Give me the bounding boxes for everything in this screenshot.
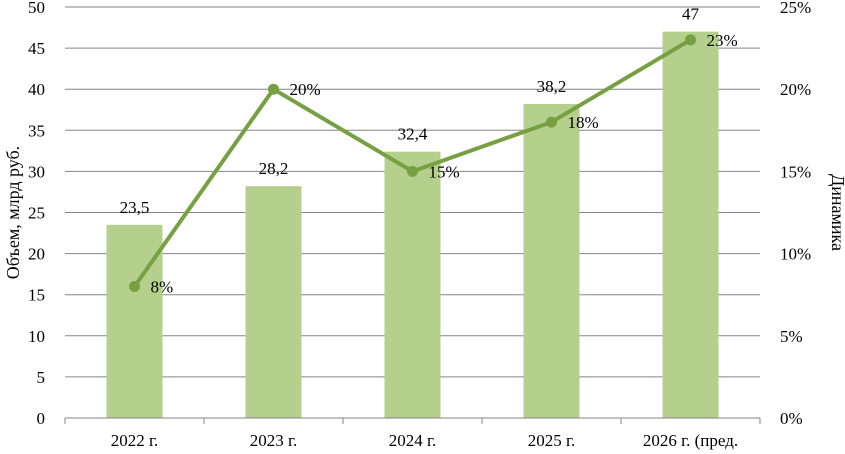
bar (245, 186, 302, 418)
x-tick-label: 2024 г. (389, 431, 437, 450)
y2-tick-label: 10% (780, 245, 811, 264)
tick-labels: 0 5 10 15 20 25 30 35 40 45 50 0% 5% 10% 15% 20% 25% 2022… (28, 0, 811, 450)
x-tick-label: 2023 г. (250, 431, 298, 450)
y-tick-label: 40 (28, 80, 45, 99)
y2-tick-label: 20% (780, 80, 811, 99)
line-point (685, 34, 696, 46)
y-tick-label: 0 (37, 409, 46, 428)
x-tick-label: 2026 г. (пред. (643, 431, 738, 450)
line-series (129, 34, 696, 292)
data-labels: 23,5 28,2 32,4 38,2 47 8% 20% 15% 18% 23% (120, 5, 738, 297)
line-value-label: 8% (151, 277, 174, 296)
line-value-label: 15% (429, 162, 460, 181)
x-tick-label: 2022 г. (111, 431, 159, 450)
y-tick-label: 45 (28, 39, 45, 58)
line-point (268, 83, 279, 95)
bar-value-label: 38,2 (537, 77, 567, 96)
line-value-label: 18% (568, 113, 599, 132)
y-tick-label: 10 (28, 327, 45, 346)
y-tick-label: 5 (37, 368, 46, 387)
bar-value-label: 32,4 (398, 125, 428, 144)
bar (662, 31, 719, 418)
y-tick-label: 50 (28, 0, 45, 17)
y-tick-label: 35 (28, 121, 45, 140)
y2-tick-label: 15% (780, 162, 811, 181)
bar-value-label: 28,2 (259, 159, 289, 178)
bar-series (106, 31, 719, 418)
bar-value-label: 23,5 (120, 198, 150, 217)
bar (523, 103, 580, 418)
y2-tick-label: 5% (780, 327, 803, 346)
y2-tick-label: 0% (780, 409, 803, 428)
y2-tick-label: 25% (780, 0, 811, 17)
bar (384, 151, 441, 418)
x-tick-label: 2025 г. (528, 431, 576, 450)
line-point (129, 280, 140, 292)
line-value-label: 23% (707, 31, 738, 50)
y-axis-title: Объем, млрд руб. (3, 146, 23, 279)
bar (106, 224, 163, 418)
axes (64, 417, 761, 424)
line-value-label: 20% (290, 80, 321, 99)
y-tick-label: 20 (28, 245, 45, 264)
y-tick-label: 30 (28, 162, 45, 181)
y-tick-label: 25 (28, 204, 45, 223)
line-point (407, 165, 418, 177)
bar-value-label: 47 (682, 5, 700, 24)
y-tick-label: 15 (28, 286, 45, 305)
y2-axis-title: Динамика (828, 174, 845, 251)
line-point (546, 116, 557, 128)
